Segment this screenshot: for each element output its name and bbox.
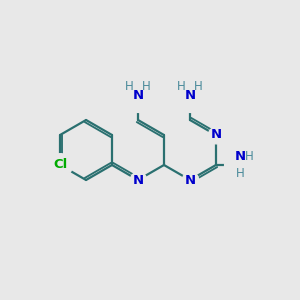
Text: H: H	[194, 80, 203, 94]
Text: H: H	[236, 167, 244, 180]
Text: Cl: Cl	[53, 158, 67, 172]
Text: H: H	[244, 149, 253, 163]
Text: N: N	[184, 88, 196, 102]
Text: H: H	[125, 80, 134, 94]
Text: N: N	[234, 149, 245, 163]
Text: N: N	[210, 128, 221, 142]
Text: H: H	[142, 80, 151, 94]
Text: H: H	[177, 80, 186, 94]
Text: N: N	[184, 173, 196, 187]
Text: N: N	[132, 173, 144, 187]
Text: N: N	[132, 88, 144, 102]
